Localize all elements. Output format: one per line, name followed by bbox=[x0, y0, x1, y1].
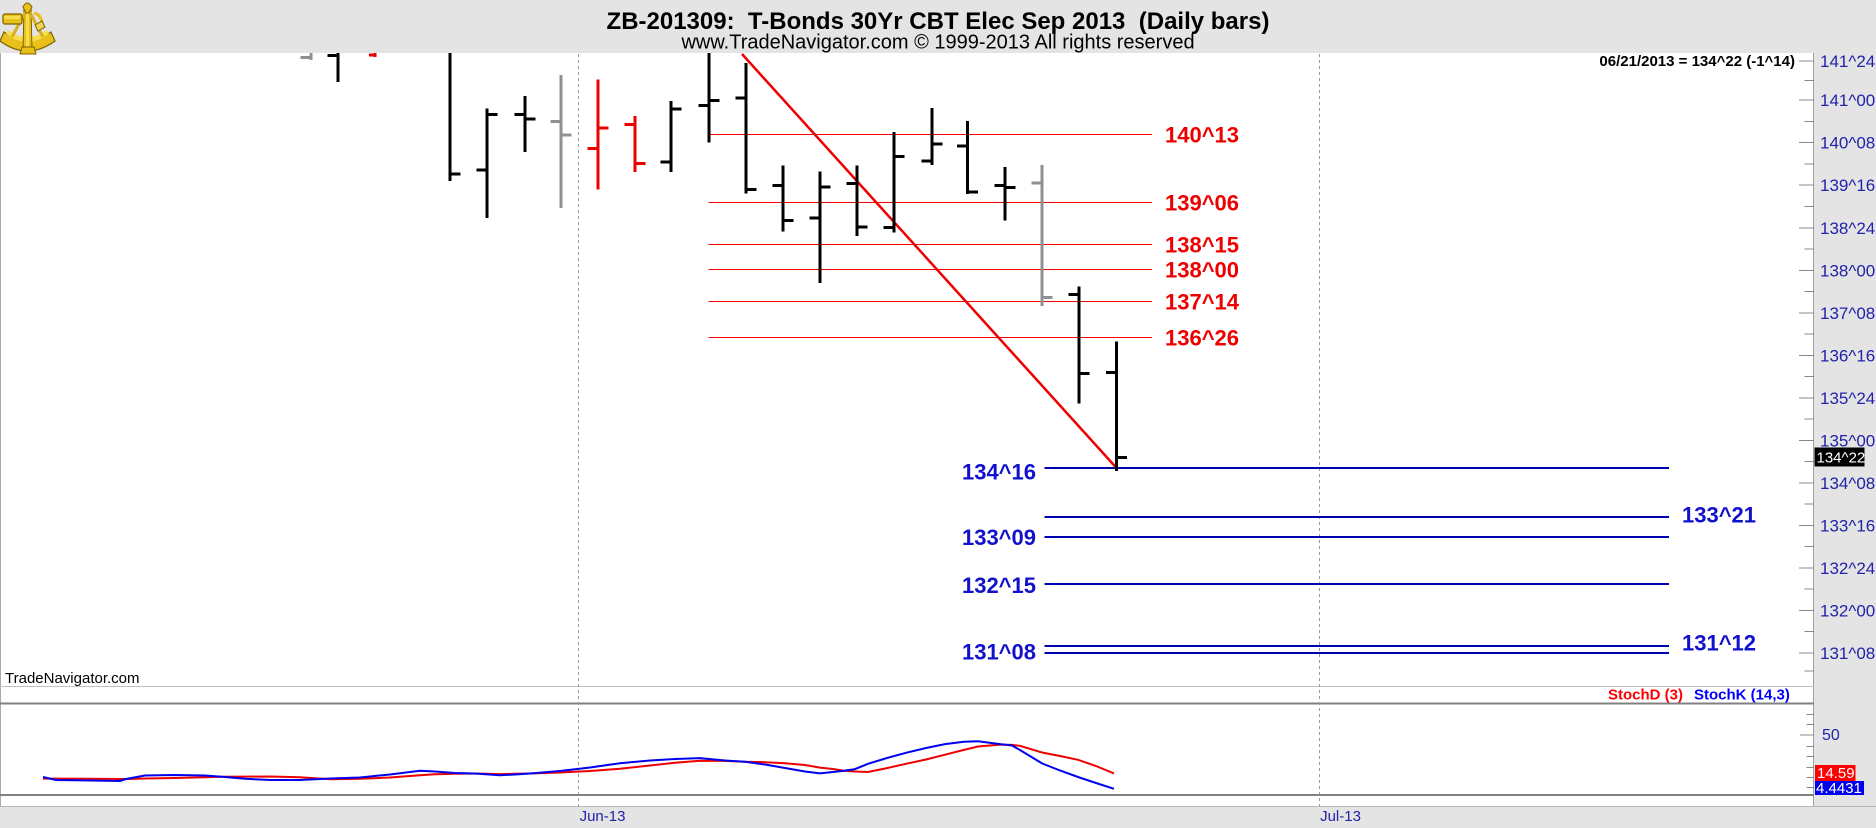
svg-text:141^00: 141^00 bbox=[1820, 91, 1875, 110]
svg-text:140^13: 140^13 bbox=[1165, 123, 1239, 148]
svg-text:133^21: 133^21 bbox=[1682, 503, 1756, 528]
svg-text:50: 50 bbox=[1822, 727, 1840, 744]
svg-text:137^08: 137^08 bbox=[1820, 304, 1875, 323]
svg-text:138^00: 138^00 bbox=[1165, 258, 1239, 283]
svg-text:139^06: 139^06 bbox=[1165, 191, 1239, 216]
svg-text:StochK (14,3): StochK (14,3) bbox=[1694, 687, 1790, 704]
svg-text:139^16: 139^16 bbox=[1820, 176, 1875, 195]
svg-text:134^22: 134^22 bbox=[1817, 450, 1866, 467]
svg-text:www.TradeNavigator.com © 1999-: www.TradeNavigator.com © 1999-2013 All r… bbox=[680, 32, 1194, 54]
svg-text:131^12: 131^12 bbox=[1682, 631, 1756, 656]
svg-text:132^00: 132^00 bbox=[1820, 601, 1875, 620]
svg-text:TradeNavigator.com: TradeNavigator.com bbox=[5, 670, 140, 687]
svg-text:134^08: 134^08 bbox=[1820, 474, 1875, 493]
svg-text:138^00: 138^00 bbox=[1820, 261, 1875, 280]
svg-text:132^24: 132^24 bbox=[1820, 559, 1875, 578]
svg-text:ZB-201309: T-Bonds 30Yr CBT E: ZB-201309: T-Bonds 30Yr CBT Elec Sep 201… bbox=[607, 8, 1270, 35]
svg-text:4.4431: 4.4431 bbox=[1816, 780, 1862, 797]
svg-text:140^08: 140^08 bbox=[1820, 134, 1875, 153]
svg-text:132^15: 132^15 bbox=[962, 573, 1036, 598]
svg-text:131^08: 131^08 bbox=[1820, 644, 1875, 663]
svg-text:141^24: 141^24 bbox=[1820, 52, 1875, 71]
svg-text:133^09: 133^09 bbox=[962, 525, 1036, 550]
svg-text:14.59: 14.59 bbox=[1817, 765, 1855, 782]
svg-text:131^08: 131^08 bbox=[962, 640, 1036, 665]
svg-text:06/21/2013 = 134^22 (-1^14): 06/21/2013 = 134^22 (-1^14) bbox=[1599, 53, 1795, 70]
svg-text:134^16: 134^16 bbox=[962, 460, 1036, 485]
svg-text:135^00: 135^00 bbox=[1820, 431, 1875, 450]
svg-text:136^26: 136^26 bbox=[1165, 326, 1239, 351]
svg-text:138^15: 138^15 bbox=[1165, 233, 1239, 258]
svg-text:133^16: 133^16 bbox=[1820, 516, 1875, 535]
svg-text:StochD (3): StochD (3) bbox=[1608, 687, 1683, 704]
svg-text:136^16: 136^16 bbox=[1820, 346, 1875, 365]
svg-text:Jul-13: Jul-13 bbox=[1320, 808, 1361, 825]
svg-text:137^14: 137^14 bbox=[1165, 290, 1240, 315]
svg-text:138^24: 138^24 bbox=[1820, 219, 1875, 238]
svg-text:135^24: 135^24 bbox=[1820, 389, 1875, 408]
svg-text:Jun-13: Jun-13 bbox=[580, 808, 626, 825]
